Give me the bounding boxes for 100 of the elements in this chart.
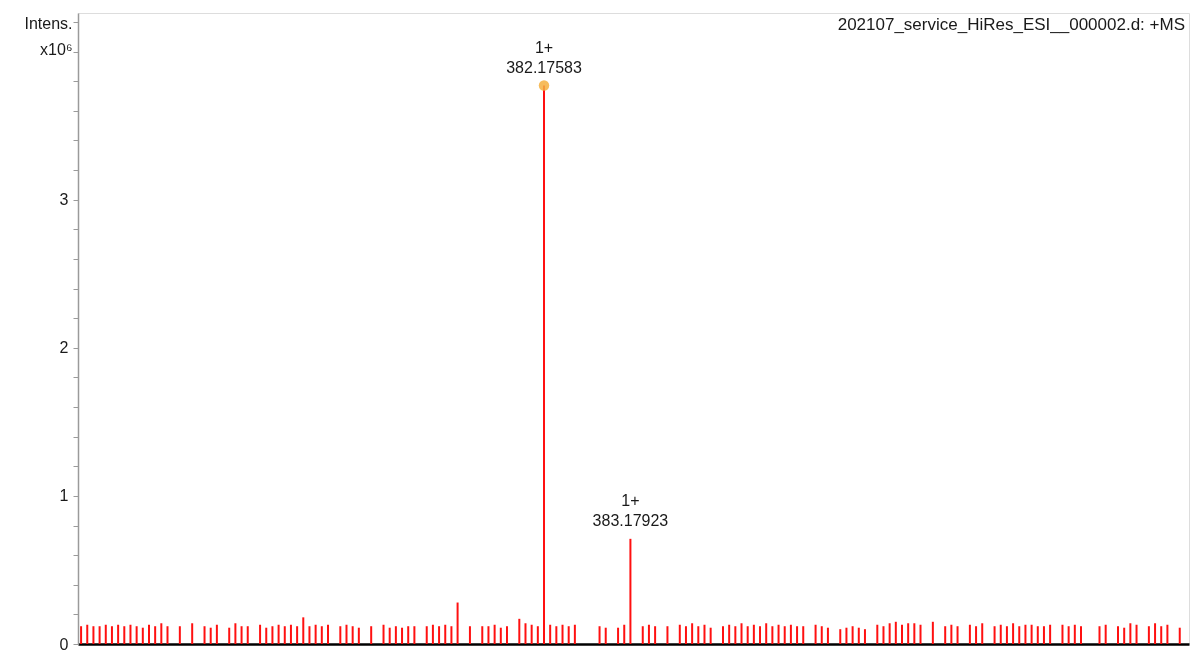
bar [289,624,292,644]
bar [481,626,484,644]
bar [468,626,471,644]
bar [234,623,237,644]
bar [907,623,910,644]
bar [573,624,576,644]
bar [567,626,570,644]
bar [783,626,786,644]
bar [86,624,89,644]
bar [326,624,329,644]
bar [968,624,971,644]
bar [388,627,391,644]
bar [734,626,737,644]
bar [691,623,694,644]
bar [296,626,299,644]
bar [913,623,916,644]
bar [777,624,780,644]
bar [863,629,866,644]
bar [789,624,792,644]
bar [765,623,768,644]
bar [900,624,903,644]
bar [975,626,978,644]
bar [1079,626,1082,644]
bar [345,624,348,644]
annotation: 1+ 383.17923 [592,491,669,529]
bar [357,627,360,644]
bar [265,627,268,644]
bar [894,621,897,644]
bar [1012,623,1015,644]
bar [555,626,558,644]
bar [549,624,552,644]
bar [271,626,274,644]
bar [246,626,249,644]
bar [623,624,626,644]
bar [999,624,1002,644]
bar [641,626,644,644]
bar [154,626,157,644]
bar [160,623,163,644]
bar [1024,624,1027,644]
bar [1061,624,1064,644]
bar [80,626,83,644]
bar [135,626,138,644]
bar [697,626,700,644]
bar [499,627,502,644]
bar [839,629,842,644]
bar [240,626,243,644]
bar [931,621,934,644]
bar [382,624,385,644]
bar [1154,623,1157,644]
bar [450,626,453,644]
bar [1067,626,1070,644]
bar [1117,626,1120,644]
bar [351,626,354,644]
bar [302,617,305,644]
bar [1135,624,1138,644]
bar [882,626,885,644]
bar [166,626,169,644]
bar [604,627,607,644]
bar [370,626,373,644]
bar [1030,624,1033,644]
bar [438,626,441,644]
bar [561,624,564,644]
bar [919,624,922,644]
bar [1160,626,1163,644]
bar [654,626,657,644]
bar [259,624,262,644]
bar [431,624,434,644]
bar [851,626,854,644]
bar [505,626,508,644]
bar [215,624,218,644]
bar [314,624,317,644]
bar [1049,624,1052,644]
bar [147,624,150,644]
bar [178,626,181,644]
bar [530,624,533,644]
bar [820,626,823,644]
bar [493,624,496,644]
bar [703,624,706,644]
bar [92,626,95,644]
bar [487,626,490,644]
bar [814,624,817,644]
bar [752,624,755,644]
bar [110,626,113,644]
bar [629,538,632,644]
bar [598,626,601,644]
bar [950,624,953,644]
bar [129,624,132,644]
bar [944,626,947,644]
bar [1147,626,1150,644]
bar [308,626,311,644]
y-tick-label: 3 [59,191,69,209]
bar [524,623,527,644]
bar [518,618,521,644]
bar [1018,626,1021,644]
bar [796,626,799,644]
bar [203,626,206,644]
bar [104,624,107,644]
bar [876,624,879,644]
bar [981,623,984,644]
bar [888,623,891,644]
